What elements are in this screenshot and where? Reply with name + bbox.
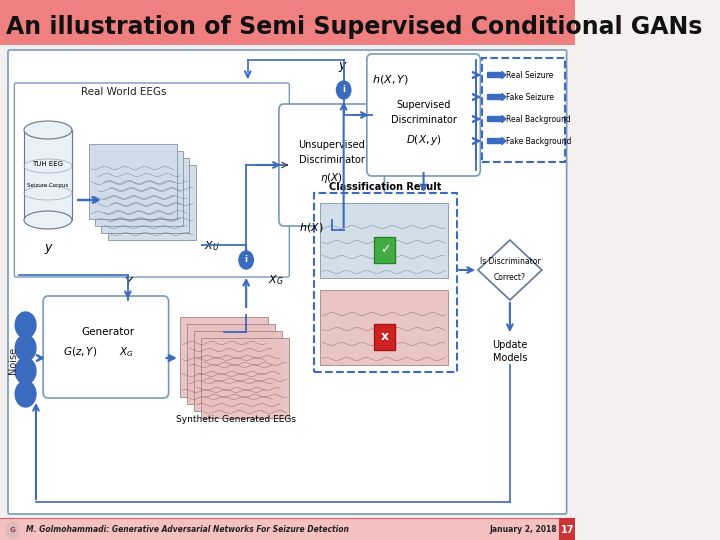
FancyBboxPatch shape (43, 296, 168, 398)
Circle shape (6, 522, 19, 538)
Text: Discriminator: Discriminator (391, 115, 456, 125)
FancyBboxPatch shape (314, 193, 457, 372)
Bar (320, 203, 448, 278)
Text: $G(z,Y)$: $G(z,Y)$ (63, 346, 97, 359)
Text: Models: Models (492, 353, 527, 363)
Text: y: y (44, 241, 52, 254)
Bar (95, 151, 183, 226)
Bar (374, 324, 395, 350)
Text: Synthetic Generated EEGs: Synthetic Generated EEGs (176, 415, 296, 424)
Bar (0, 60, 575, 63)
Text: Supervised: Supervised (397, 100, 451, 110)
Text: Classification Result: Classification Result (330, 182, 442, 192)
FancyArrow shape (487, 71, 506, 78)
Bar (0, 47, 575, 49)
Bar (0, 45, 575, 47)
Bar (374, 237, 395, 263)
FancyArrow shape (487, 116, 506, 123)
Bar (0, 69, 575, 71)
Text: $D(X,y)$: $D(X,y)$ (406, 133, 441, 147)
Text: Generator: Generator (81, 327, 135, 337)
Bar (102, 158, 189, 233)
Text: i: i (342, 85, 345, 94)
Text: An illustration of Semi Supervised Conditional GANs: An illustration of Semi Supervised Condi… (6, 15, 703, 39)
Text: $h(X)$: $h(X)$ (300, 220, 324, 233)
Text: M. Golmohammadi: Generative Adversarial Networks For Seizure Detection: M. Golmohammadi: Generative Adversarial … (27, 525, 349, 535)
Text: x: x (381, 330, 390, 343)
Bar (0, 43, 575, 45)
Ellipse shape (24, 121, 72, 139)
Text: $X_G$: $X_G$ (119, 345, 134, 359)
Bar (0, 518, 575, 540)
Bar (0, 49, 575, 52)
Text: i: i (245, 255, 248, 265)
Bar (108, 165, 196, 240)
Text: Is Discriminator: Is Discriminator (480, 258, 540, 267)
Bar (0, 67, 575, 69)
Circle shape (15, 358, 36, 384)
Circle shape (239, 251, 253, 269)
Text: $\eta(X)$: $\eta(X)$ (320, 171, 343, 185)
Text: January 2, 2018: January 2, 2018 (489, 525, 557, 535)
Text: G: G (10, 527, 16, 533)
Bar (0, 64, 575, 67)
Bar (320, 290, 448, 365)
Text: Fake Background: Fake Background (506, 137, 571, 145)
Bar (0, 80, 575, 83)
FancyBboxPatch shape (279, 104, 384, 226)
Text: 17: 17 (561, 525, 574, 535)
Text: Discriminator: Discriminator (299, 155, 364, 165)
Bar (187, 324, 275, 404)
FancyBboxPatch shape (366, 54, 480, 176)
Bar (194, 331, 282, 411)
FancyArrow shape (487, 93, 506, 100)
Bar (89, 144, 176, 219)
Text: Real Background: Real Background (506, 114, 571, 124)
Bar (202, 338, 289, 418)
Bar (0, 56, 575, 58)
Circle shape (15, 312, 36, 338)
Bar (24, 130, 72, 220)
Bar (0, 51, 575, 54)
Text: Y: Y (124, 275, 132, 288)
Bar (0, 58, 575, 60)
FancyArrow shape (487, 138, 506, 145)
Bar (0, 82, 575, 85)
Text: $X_G$: $X_G$ (268, 273, 284, 287)
FancyBboxPatch shape (482, 58, 565, 162)
Text: Unsupervised: Unsupervised (298, 140, 365, 150)
Bar (180, 317, 268, 397)
Text: Real Seizure: Real Seizure (506, 71, 553, 79)
Bar (0, 0, 575, 45)
Text: Seizure Corpus: Seizure Corpus (27, 183, 68, 188)
Text: Update: Update (492, 340, 528, 350)
Text: $h(X,Y)$: $h(X,Y)$ (372, 73, 408, 86)
Bar (0, 73, 575, 76)
Bar (0, 71, 575, 73)
Text: ✓: ✓ (380, 244, 390, 256)
Text: Correct?: Correct? (494, 273, 526, 281)
Text: TUH EEG: TUH EEG (32, 161, 63, 167)
Bar (0, 78, 575, 80)
Circle shape (15, 335, 36, 361)
Bar (559, 518, 575, 540)
Text: $X_U$: $X_U$ (204, 239, 220, 253)
Text: y: y (338, 58, 346, 71)
FancyBboxPatch shape (14, 83, 289, 277)
FancyBboxPatch shape (8, 50, 567, 514)
Text: Real World EEGs: Real World EEGs (81, 87, 166, 97)
Bar (0, 53, 575, 56)
Text: Noise: Noise (8, 347, 18, 374)
Polygon shape (478, 240, 542, 300)
Ellipse shape (24, 211, 72, 229)
Circle shape (15, 381, 36, 407)
Bar (0, 62, 575, 65)
Text: Fake Seizure: Fake Seizure (506, 92, 554, 102)
Circle shape (336, 81, 351, 99)
Bar (0, 84, 575, 87)
Bar (0, 76, 575, 78)
